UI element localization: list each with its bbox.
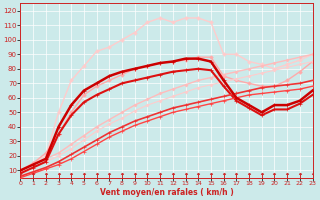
X-axis label: Vent moyen/en rafales ( km/h ): Vent moyen/en rafales ( km/h ) [100,188,233,197]
